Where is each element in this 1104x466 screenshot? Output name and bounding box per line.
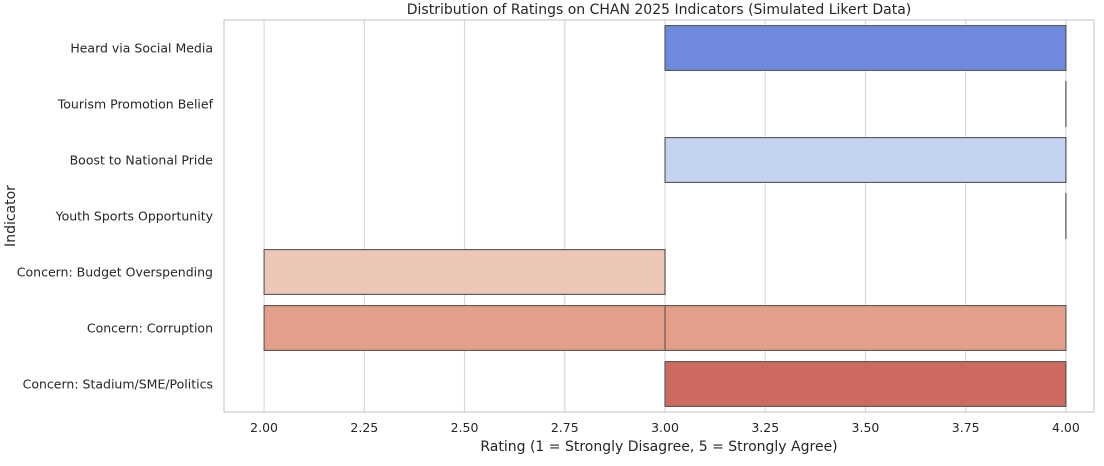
x-tick-label: 3.75: [952, 420, 980, 435]
x-tick-label: 2.50: [451, 420, 479, 435]
x-tick-label: 2.25: [350, 420, 378, 435]
box: [664, 25, 1067, 71]
box-layer: [263, 25, 1067, 407]
box: [664, 361, 1067, 407]
box: [664, 137, 1067, 183]
chart-title: Distribution of Ratings on CHAN 2025 Ind…: [407, 2, 912, 18]
x-tick-labels: 2.00 2.25 2.50 2.75 3.00 3.25 3.50 3.75 4.00: [250, 420, 1080, 435]
y-axis-label: Indicator: [3, 185, 19, 247]
y-tick-label: Concern: Stadium/SME/Politics: [23, 377, 213, 392]
x-tick-label: 3.25: [751, 420, 779, 435]
x-tick-label: 2.00: [250, 420, 278, 435]
x-tick-label: 3.50: [852, 420, 880, 435]
plot-frame: [223, 19, 1095, 413]
y-tick-label: Boost to National Pride: [70, 153, 214, 168]
x-tick-label: 3.00: [651, 420, 679, 435]
y-tick-label: Tourism Promotion Belief: [57, 97, 214, 112]
x-tick-label: 2.75: [551, 420, 579, 435]
x-axis-label: Rating (1 = Strongly Disagree, 5 = Stron…: [480, 439, 837, 455]
y-tick-labels: Heard via Social Media Tourism Promotion …: [17, 41, 214, 392]
x-tick-label: 4.00: [1052, 420, 1080, 435]
y-tick-label: Concern: Budget Overspending: [17, 265, 213, 280]
y-tick-label: Heard via Social Media: [70, 41, 213, 56]
y-tick-label: Concern: Corruption: [87, 321, 213, 336]
box: [263, 249, 666, 295]
grid-layer: [263, 20, 1067, 412]
y-tick-label: Youth Sports Opportunity: [55, 209, 214, 224]
